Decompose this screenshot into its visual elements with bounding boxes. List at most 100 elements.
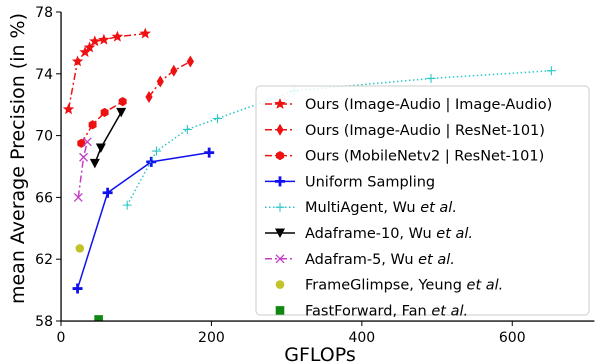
series-marker (212, 114, 222, 124)
series-8 (75, 244, 85, 253)
series-marker (95, 143, 106, 153)
x-axis-label: GFLOPs (284, 344, 356, 362)
series-1 (62, 27, 151, 115)
series-marker (79, 46, 91, 58)
series-7 (73, 137, 92, 202)
y-tick-label: 74 (35, 67, 53, 83)
series-marker (182, 124, 192, 134)
series-marker (275, 280, 285, 289)
series-marker (156, 75, 164, 88)
series-line (77, 141, 89, 198)
series-6 (89, 107, 127, 169)
y-axis-label: mean Average Precision (in %) (7, 13, 29, 304)
legend-label-part: et al. (467, 278, 504, 294)
series-marker (82, 137, 92, 147)
series-marker (89, 158, 100, 169)
series-marker (170, 64, 178, 77)
x-axis-line (60, 320, 595, 322)
series-marker (79, 152, 89, 162)
legend-box (255, 85, 590, 316)
series-marker (75, 244, 85, 253)
series-9 (94, 315, 103, 321)
series-marker (275, 202, 285, 212)
plot-marks (62, 27, 556, 321)
legend-item: MultiAgent, Wu et al. (265, 200, 457, 216)
legend-label: MultiAgent, Wu et al. (305, 200, 457, 216)
series-marker (275, 228, 285, 238)
series-marker (276, 151, 284, 161)
series-marker (274, 98, 286, 109)
series-marker (122, 200, 132, 210)
series-marker (73, 192, 83, 202)
series-marker (71, 55, 84, 67)
series-marker (89, 35, 101, 47)
legend-label-part: Ours (Image-Audio | Image-Audio) (305, 97, 552, 113)
series-marker (145, 90, 153, 103)
legend-label: Ours (Image-Audio | ResNet-101) (305, 123, 545, 139)
legend-label: Uniform Sampling (305, 174, 435, 190)
series-marker (275, 176, 285, 187)
y-axis-line (60, 12, 62, 321)
y-tick-label: 78 (35, 5, 53, 21)
series-marker (426, 73, 436, 83)
legend-label-part: Ours (Image-Audio | ResNet-101) (305, 123, 545, 139)
series-line (76, 151, 210, 289)
series-2 (145, 55, 194, 103)
legend-label: Ours (MobileNetv2 | ResNet-101) (305, 149, 544, 165)
legend-label-part: et al. (436, 226, 473, 242)
series-marker (275, 306, 285, 315)
legend-label-part: Uniform Sampling (305, 174, 435, 190)
legend-label-part: FastForward, Fan (305, 303, 431, 319)
x-tick-label: 200 (198, 330, 225, 346)
legend-label: FastForward, Fan et al. (305, 303, 468, 319)
series-line (67, 32, 146, 110)
legend-item: Ours (MobileNetv2 | ResNet-101) (265, 149, 544, 165)
series-marker (98, 33, 110, 45)
series-marker (100, 107, 109, 118)
x-tick-label: 600 (499, 330, 526, 346)
series-marker (72, 283, 83, 294)
legend-label-part: et al. (420, 200, 457, 216)
legend-item: Uniform Sampling (265, 174, 435, 190)
series-marker (276, 123, 284, 136)
legend-label-part: FrameGlimpse, Yeung (305, 278, 467, 294)
legend-label: Ours (Image-Audio | Image-Audio) (305, 97, 552, 113)
y-tick-label: 58 (35, 314, 53, 330)
legend-label-part: Ours (MobileNetv2 | ResNet-101) (305, 149, 544, 165)
series-line (80, 100, 124, 144)
series-marker (275, 254, 285, 264)
series-3 (77, 97, 127, 148)
series-marker (546, 66, 556, 76)
series-4 (72, 147, 215, 294)
legend-item: Ours (Image-Audio | ResNet-101) (265, 123, 545, 139)
series-marker (88, 120, 97, 130)
series-marker (152, 146, 162, 156)
series-marker (102, 187, 113, 198)
legend-label-part: Adaframe-10, Wu (305, 226, 436, 242)
legend-item: FastForward, Fan et al. (275, 303, 468, 319)
series-marker (94, 315, 103, 321)
legend-label-part: Adafram-5, Wu (305, 252, 418, 268)
series-marker (146, 156, 157, 167)
axes: 0 200 400 600 58 62 66 70 74 78 GFLOPs mean Aver… (7, 5, 595, 362)
legend-label-part: et al. (418, 252, 455, 268)
series-marker (83, 41, 96, 53)
series-marker (111, 30, 124, 42)
legend-item: Adafram-5, Wu et al. (265, 252, 455, 268)
y-tick-label: 70 (35, 129, 53, 145)
legend-item: Ours (Image-Audio | Image-Audio) (265, 97, 552, 113)
x-ticks: 0 200 400 600 (57, 321, 526, 346)
x-tick-label: 0 (57, 330, 66, 346)
x-tick-label: 400 (348, 330, 375, 346)
series-marker (62, 103, 75, 115)
legend-item: Adaframe-10, Wu et al. (265, 226, 473, 242)
series-marker (204, 147, 215, 158)
y-ticks: 58 62 66 70 74 78 (35, 5, 61, 330)
series-marker (116, 107, 127, 118)
series-line (94, 112, 122, 164)
legend-label-part: MultiAgent, Wu (305, 200, 420, 216)
series-marker (118, 97, 127, 107)
legend: Ours (Image-Audio | Image-Audio) Ours (Im… (255, 85, 590, 319)
series-marker (139, 27, 151, 39)
